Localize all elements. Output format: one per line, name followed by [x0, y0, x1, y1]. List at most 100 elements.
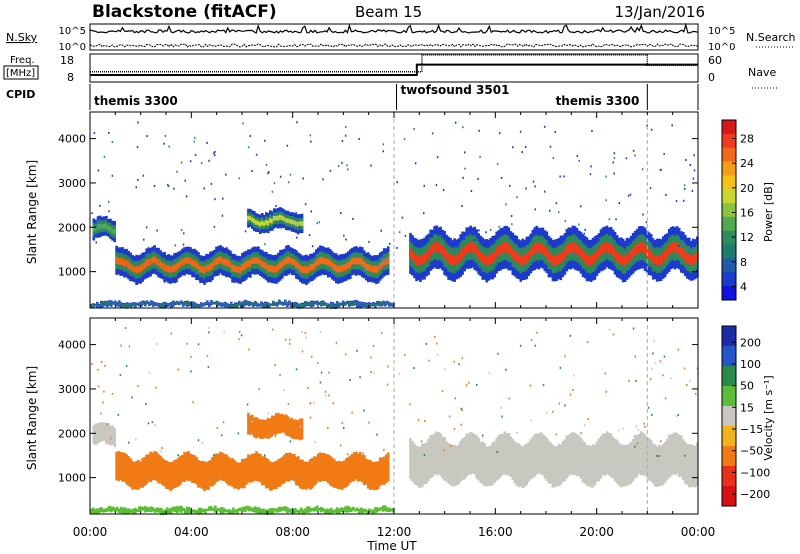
colorbar-swatch [722, 272, 736, 287]
colorbar-swatch [722, 466, 736, 487]
freq-tick-hi: 18 [60, 54, 74, 67]
colorbar-tick-label: 100 [740, 358, 761, 371]
colorbar-swatch [722, 386, 736, 407]
nave-line [90, 54, 698, 73]
power-colorbar-label: Power [dB] [762, 182, 775, 242]
nsearch-label: N.Search [746, 31, 796, 44]
colorbar-tick-label: −100 [740, 466, 770, 479]
colorbar-tick-label: 12 [740, 231, 754, 244]
colorbar-swatch [722, 133, 736, 149]
echo-band [115, 451, 390, 492]
colorbar-tick-label: 50 [740, 380, 754, 393]
colorbar-swatch [722, 230, 736, 246]
colorbar-swatch [722, 216, 736, 232]
ytick-label: 1000 [58, 266, 86, 279]
colorbar-swatch [722, 406, 736, 427]
colorbar-tick-label: 4 [740, 280, 747, 293]
colorbar-tick-label: −50 [740, 445, 763, 458]
nave-tick-hi: 60 [708, 54, 722, 67]
station-title: Blackstone (fitACF) [92, 2, 277, 22]
freq-traces [90, 54, 698, 76]
ytick-label: 4000 [58, 133, 86, 146]
nsearch-trace [89, 43, 699, 48]
colorbar-swatch [722, 486, 736, 507]
freq-label: Freq. [10, 55, 35, 66]
colorbar-swatch [722, 161, 736, 176]
cpid-segment-label: themis 3300 [94, 94, 178, 108]
nsky-traces [89, 22, 699, 48]
velocity-colorbar-label: Velocity [m s⁻¹] [762, 375, 775, 460]
power-ylabel: Slant Range [km] [25, 160, 39, 264]
colorbar-swatch [722, 203, 736, 218]
colorbar-swatch [722, 446, 736, 467]
date-title: 13/Jan/2016 [615, 3, 706, 21]
colorbar-tick-label: 24 [740, 157, 754, 170]
colorbar-swatch [722, 286, 736, 301]
xaxis-label: Time UT [366, 539, 417, 553]
ytick-label: 3000 [58, 177, 86, 190]
colorbar-swatch [722, 326, 736, 347]
cpid-label: CPID [6, 88, 35, 101]
colorbar-swatch [722, 346, 736, 367]
xtick-label: 00:00 [681, 525, 716, 539]
nave-tick-lo: 0 [708, 71, 715, 84]
colorbar-tick-label: 16 [740, 206, 754, 219]
echo-band [247, 412, 304, 441]
nsky-tick-lo: 10^0 [59, 42, 86, 53]
nsky-trace [89, 22, 699, 34]
echo-band [90, 299, 395, 309]
colorbar-swatch [722, 366, 736, 387]
echo-band [115, 245, 390, 285]
echo-band [409, 431, 699, 488]
nave-label: Nave [748, 66, 776, 79]
xtick-label: 08:00 [275, 525, 310, 539]
colorbar-swatch [722, 189, 736, 204]
velocity-ylabel: Slant Range [km] [25, 366, 39, 470]
colorbar-tick-label: −15 [740, 423, 763, 436]
cpid-row: CPID themis 3300 twofsound 3501 themis 330… [6, 83, 699, 110]
colorbar-tick-label: 15 [740, 401, 754, 414]
colorbar-tick-label: 28 [740, 132, 754, 145]
nsky-tick-hi: 10^5 [59, 26, 86, 37]
colorbar-tick-label: −200 [740, 488, 770, 501]
cpid-segment-label: themis 3300 [556, 94, 640, 108]
ytick-label: 1000 [58, 472, 86, 485]
xtick-label: 20:00 [579, 525, 614, 539]
colorbar-tick-label: 20 [740, 182, 754, 195]
freq-tick-lo: 8 [67, 71, 74, 84]
freq-panel: Freq. [MHz] 18 8 60 0 Nave [3, 53, 778, 89]
velocity-panel: 4000 3000 2000 1000 Slant Range [km] 200 100… [25, 317, 775, 553]
echo-band [92, 422, 116, 448]
ytick-label: 2000 [58, 427, 86, 440]
freq-line [90, 63, 698, 76]
ytick-label: 3000 [58, 383, 86, 396]
echo-band [409, 225, 699, 283]
ytick-label: 4000 [58, 339, 86, 352]
echo-band [92, 215, 116, 243]
scatter-speckle [91, 327, 700, 458]
echo-band [247, 207, 304, 235]
nsearch-tick-hi: 10^5 [708, 26, 735, 37]
echo-band [90, 505, 395, 516]
colorbar-swatch [722, 175, 736, 190]
nsearch-tick-lo: 10^0 [708, 42, 735, 53]
xtick-label: 12:00 [377, 525, 412, 539]
colorbar-tick-label: 200 [740, 336, 761, 349]
ytick-label: 2000 [58, 221, 86, 234]
freq-unit: [MHz] [6, 68, 35, 79]
nsky-label: N.Sky [6, 31, 38, 44]
colorbar-swatch [722, 258, 736, 273]
scatter-speckle [91, 121, 696, 251]
beam-title: Beam 15 [355, 3, 422, 21]
xtick-label: 00:00 [73, 525, 108, 539]
colorbar-swatch [722, 426, 736, 447]
xtick-label: 16:00 [478, 525, 513, 539]
colorbar-swatch [722, 147, 736, 162]
xtick-label: 04:00 [174, 525, 209, 539]
colorbar-swatch [722, 120, 736, 135]
nsky-panel: N.Sky 10^5 10^0 N.Search 10^5 10^0 [6, 22, 796, 53]
colorbar-tick-label: 8 [740, 256, 747, 269]
cpid-segment-label: twofsound 3501 [401, 83, 510, 97]
power-panel: 4000 3000 2000 1000 Slant Range [km] 28 24 20… [25, 111, 775, 309]
